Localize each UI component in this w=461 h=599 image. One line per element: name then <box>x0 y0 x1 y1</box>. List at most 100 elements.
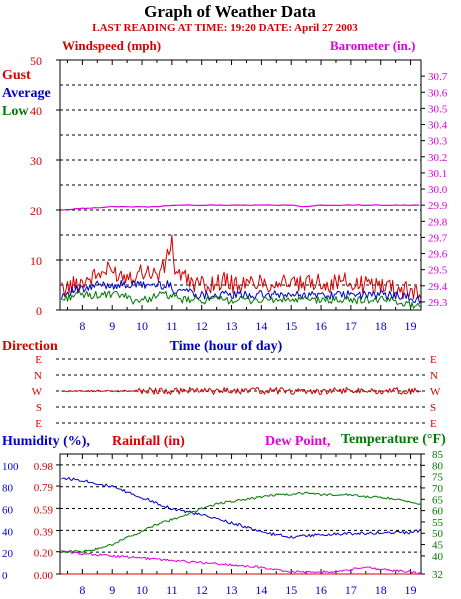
direction-y-tick-label: E <box>35 418 42 430</box>
temperature-y-tick-label: 50 <box>432 528 444 540</box>
temperature-y-tick-label: 75 <box>432 472 444 484</box>
wind-y-tick-label: 0 <box>36 304 42 318</box>
temperature-y-tick-label: 45 <box>432 540 444 552</box>
wind-y-tick-label: 20 <box>30 204 42 218</box>
rainfall-title: Rainfall (in) <box>112 434 185 449</box>
climate-x-tick-label: 10 <box>136 583 148 597</box>
climate-x-tick-label: 18 <box>375 583 387 597</box>
dew-point-line <box>61 550 422 575</box>
humidity-y-tick-label: 80 <box>2 483 14 495</box>
climate-x-tick-label: 11 <box>166 583 178 597</box>
low-line <box>61 290 422 309</box>
direction-y-tick-label-right: E <box>430 354 437 366</box>
direction-y-tick-label-right: E <box>430 418 437 430</box>
baro-y-tick-label: 30.3 <box>428 136 448 148</box>
baro-y-tick-label: 29.5 <box>428 265 448 277</box>
humidity-y-tick-label: 100 <box>2 461 19 473</box>
wind-x-tick-label: 9 <box>109 319 115 333</box>
wind-x-tick-label: 11 <box>166 319 178 333</box>
climate-x-tick-label: 9 <box>109 583 115 597</box>
climate-x-tick-label: 13 <box>226 583 238 597</box>
rainfall-y-tick-label: 0.59 <box>34 504 54 516</box>
average-line <box>61 280 422 304</box>
wind-y-tick-label: 10 <box>30 254 42 268</box>
humidity-line <box>61 477 422 539</box>
wind-x-tick-label: 16 <box>315 319 327 333</box>
windspeed-axis-title: Windspeed (mph) <box>62 38 161 53</box>
temperature-line <box>61 491 422 553</box>
rainfall-y-tick-label: 0.00 <box>34 570 54 582</box>
baro-y-tick-label: 30.5 <box>428 103 448 115</box>
direction-y-tick-label: S <box>36 402 42 414</box>
rainfall-y-tick-label: 0.20 <box>34 548 54 560</box>
humidity-y-tick-label: 40 <box>2 526 14 538</box>
rainfall-y-tick-label: 0.39 <box>34 527 54 539</box>
humidity-y-tick-label: 20 <box>2 548 14 560</box>
temperature-y-tick-label: 80 <box>432 460 444 472</box>
wind-x-tick-label: 15 <box>285 319 297 333</box>
temperature-y-tick-label: 55 <box>432 517 444 529</box>
temperature-y-tick-label: 32 <box>432 569 443 581</box>
temperature-y-tick-label: 85 <box>432 449 444 461</box>
baro-y-tick-label: 29.6 <box>428 249 448 261</box>
temperature-y-tick-label: 40 <box>432 551 444 563</box>
wind-x-tick-label: 12 <box>196 319 208 333</box>
barometer-line <box>61 204 420 211</box>
direction-y-tick-label-right: N <box>430 370 438 382</box>
humidity-title: Humidity (%), <box>2 434 90 449</box>
baro-y-tick-label: 30.7 <box>428 71 448 83</box>
baro-y-tick-label: 30.6 <box>428 87 448 99</box>
wind-y-tick-label: 30 <box>30 154 42 168</box>
climate-x-tick-label: 14 <box>255 583 267 597</box>
legend-low: Low <box>2 104 29 119</box>
rainfall-y-tick-label: 0.79 <box>34 482 54 494</box>
direction-line <box>61 387 422 395</box>
legend-gust: Gust <box>2 68 31 83</box>
direction-y-tick-label: E <box>35 354 42 366</box>
climate-x-tick-label: 19 <box>405 583 417 597</box>
chart-title: Graph of Weather Data <box>144 2 316 21</box>
climate-x-tick-label: 15 <box>285 583 297 597</box>
climate-x-tick-label: 12 <box>196 583 208 597</box>
direction-y-tick-label: N <box>34 370 42 382</box>
baro-y-tick-label: 30.4 <box>428 120 448 132</box>
gust-line <box>61 234 422 300</box>
baro-y-tick-label: 30.1 <box>428 168 447 180</box>
wind-x-tick-label: 19 <box>405 319 417 333</box>
humidity-y-tick-label: 60 <box>2 505 14 517</box>
humidity-y-tick-label: 0 <box>2 570 8 582</box>
legend-average: Average <box>2 86 51 101</box>
wind-x-tick-label: 18 <box>375 319 387 333</box>
direction-y-tick-label-right: S <box>430 402 436 414</box>
wind-x-tick-label: 10 <box>136 319 148 333</box>
temperature-title: Temperature (°F) <box>341 432 446 447</box>
rainfall-y-tick-label: 0.98 <box>34 461 54 473</box>
baro-y-tick-label: 29.4 <box>428 281 448 293</box>
wind-y-tick-label: 40 <box>30 104 42 118</box>
chart-subtitle: LAST READING AT TIME: 19:20 DATE: April … <box>92 22 358 34</box>
wind-plot-frame <box>59 59 422 311</box>
baro-y-tick-label: 29.3 <box>428 297 448 309</box>
climate-x-tick-label: 17 <box>345 583 357 597</box>
baro-y-tick-label: 30.0 <box>428 184 448 196</box>
temperature-y-tick-label: 60 <box>432 506 444 518</box>
direction-title: Direction <box>2 339 58 354</box>
wind-x-tick-label: 8 <box>79 319 85 333</box>
x-axis-title: Time (hour of day) <box>170 339 283 354</box>
temperature-y-tick-label: 70 <box>432 483 444 495</box>
direction-y-tick-label-right: W <box>430 386 441 398</box>
baro-y-tick-label: 29.7 <box>428 232 448 244</box>
wind-x-tick-label: 17 <box>345 319 357 333</box>
wind-x-tick-label: 13 <box>226 319 238 333</box>
wind-y-tick-label: 50 <box>30 54 42 68</box>
wind-x-tick-label: 14 <box>255 319 267 333</box>
direction-y-tick-label: W <box>32 386 43 398</box>
baro-y-tick-label: 30.2 <box>428 152 447 164</box>
climate-x-tick-label: 16 <box>315 583 327 597</box>
temperature-y-tick-label: 65 <box>432 494 444 506</box>
climate-x-tick-label: 8 <box>79 583 85 597</box>
dewpoint-title: Dew Point, <box>265 434 330 449</box>
baro-y-tick-label: 29.9 <box>428 200 448 212</box>
baro-y-tick-label: 29.8 <box>428 216 448 228</box>
